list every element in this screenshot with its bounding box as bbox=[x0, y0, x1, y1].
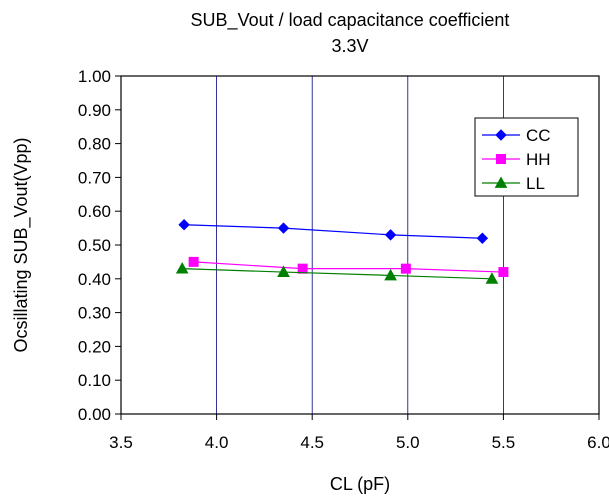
y-tick-label: 0.70 bbox=[78, 168, 111, 187]
legend-item-hh: HH bbox=[482, 150, 551, 169]
data-point-hh bbox=[297, 263, 308, 274]
series-line-hh bbox=[193, 261, 504, 273]
y-tick-label: 0.40 bbox=[78, 270, 111, 289]
series-cc bbox=[178, 219, 489, 244]
legend-item-cc: CC bbox=[482, 126, 551, 145]
y-tick-label: 0.30 bbox=[78, 304, 111, 323]
x-axis-label: CL (pF) bbox=[330, 474, 390, 494]
y-tick-label: 0.20 bbox=[78, 337, 111, 356]
chart-title: SUB_Vout / load capacitance coefficient bbox=[191, 10, 510, 31]
chart-subtitle: 3.3V bbox=[331, 36, 368, 56]
series-hh bbox=[188, 256, 509, 278]
data-point-ll bbox=[485, 272, 499, 284]
y-tick-label: 0.60 bbox=[78, 202, 111, 221]
data-point-hh bbox=[188, 256, 199, 267]
legend: CC HH LL bbox=[474, 117, 579, 197]
y-tick-label: 0.50 bbox=[78, 236, 111, 255]
legend-marker bbox=[494, 176, 508, 188]
y-tick-label: 0.80 bbox=[78, 135, 111, 154]
y-tick-label: 0.00 bbox=[78, 405, 111, 424]
x-tick-label: 5.5 bbox=[492, 433, 516, 452]
series-line-cc bbox=[184, 224, 483, 239]
legend-marker bbox=[496, 154, 506, 164]
legend-marker bbox=[495, 129, 507, 141]
legend-item-ll: LL bbox=[482, 174, 545, 193]
y-axis: 0.00 0.10 0.20 0.30 0.40 0.50 0.60 0.70 0.80 0.90… bbox=[78, 67, 121, 424]
y-tick-label: 1.00 bbox=[78, 67, 111, 86]
data-point-cc bbox=[178, 219, 190, 231]
data-point-ll bbox=[277, 265, 290, 277]
x-tick-label: 4.0 bbox=[205, 433, 229, 452]
data-point-cc bbox=[277, 222, 290, 234]
legend-label: HH bbox=[526, 150, 551, 169]
x-axis: 3.5 4.0 4.5 5.0 5.5 6.0 bbox=[109, 414, 609, 452]
data-point-cc bbox=[384, 229, 397, 241]
y-tick-label: 0.90 bbox=[78, 101, 111, 120]
x-tick-label: 4.5 bbox=[300, 433, 324, 452]
x-tick-label: 5.0 bbox=[396, 433, 420, 452]
data-point-ll bbox=[175, 262, 189, 274]
series-ll bbox=[175, 262, 499, 284]
legend-label: CC bbox=[526, 126, 551, 145]
data-point-cc bbox=[476, 232, 489, 244]
x-tick-label: 3.5 bbox=[109, 433, 133, 452]
data-point-hh bbox=[498, 267, 509, 278]
series-line-ll bbox=[182, 268, 492, 280]
y-tick-label: 0.10 bbox=[78, 371, 111, 390]
data-point-ll bbox=[384, 268, 397, 281]
x-tick-label: 6.0 bbox=[587, 433, 609, 452]
y-axis-label: Ocsillating SUB_Vout(Vpp) bbox=[11, 137, 32, 352]
gridlines bbox=[216, 76, 504, 414]
series-layer bbox=[175, 219, 509, 284]
data-point-hh bbox=[400, 263, 411, 274]
legend-label: LL bbox=[526, 174, 545, 193]
